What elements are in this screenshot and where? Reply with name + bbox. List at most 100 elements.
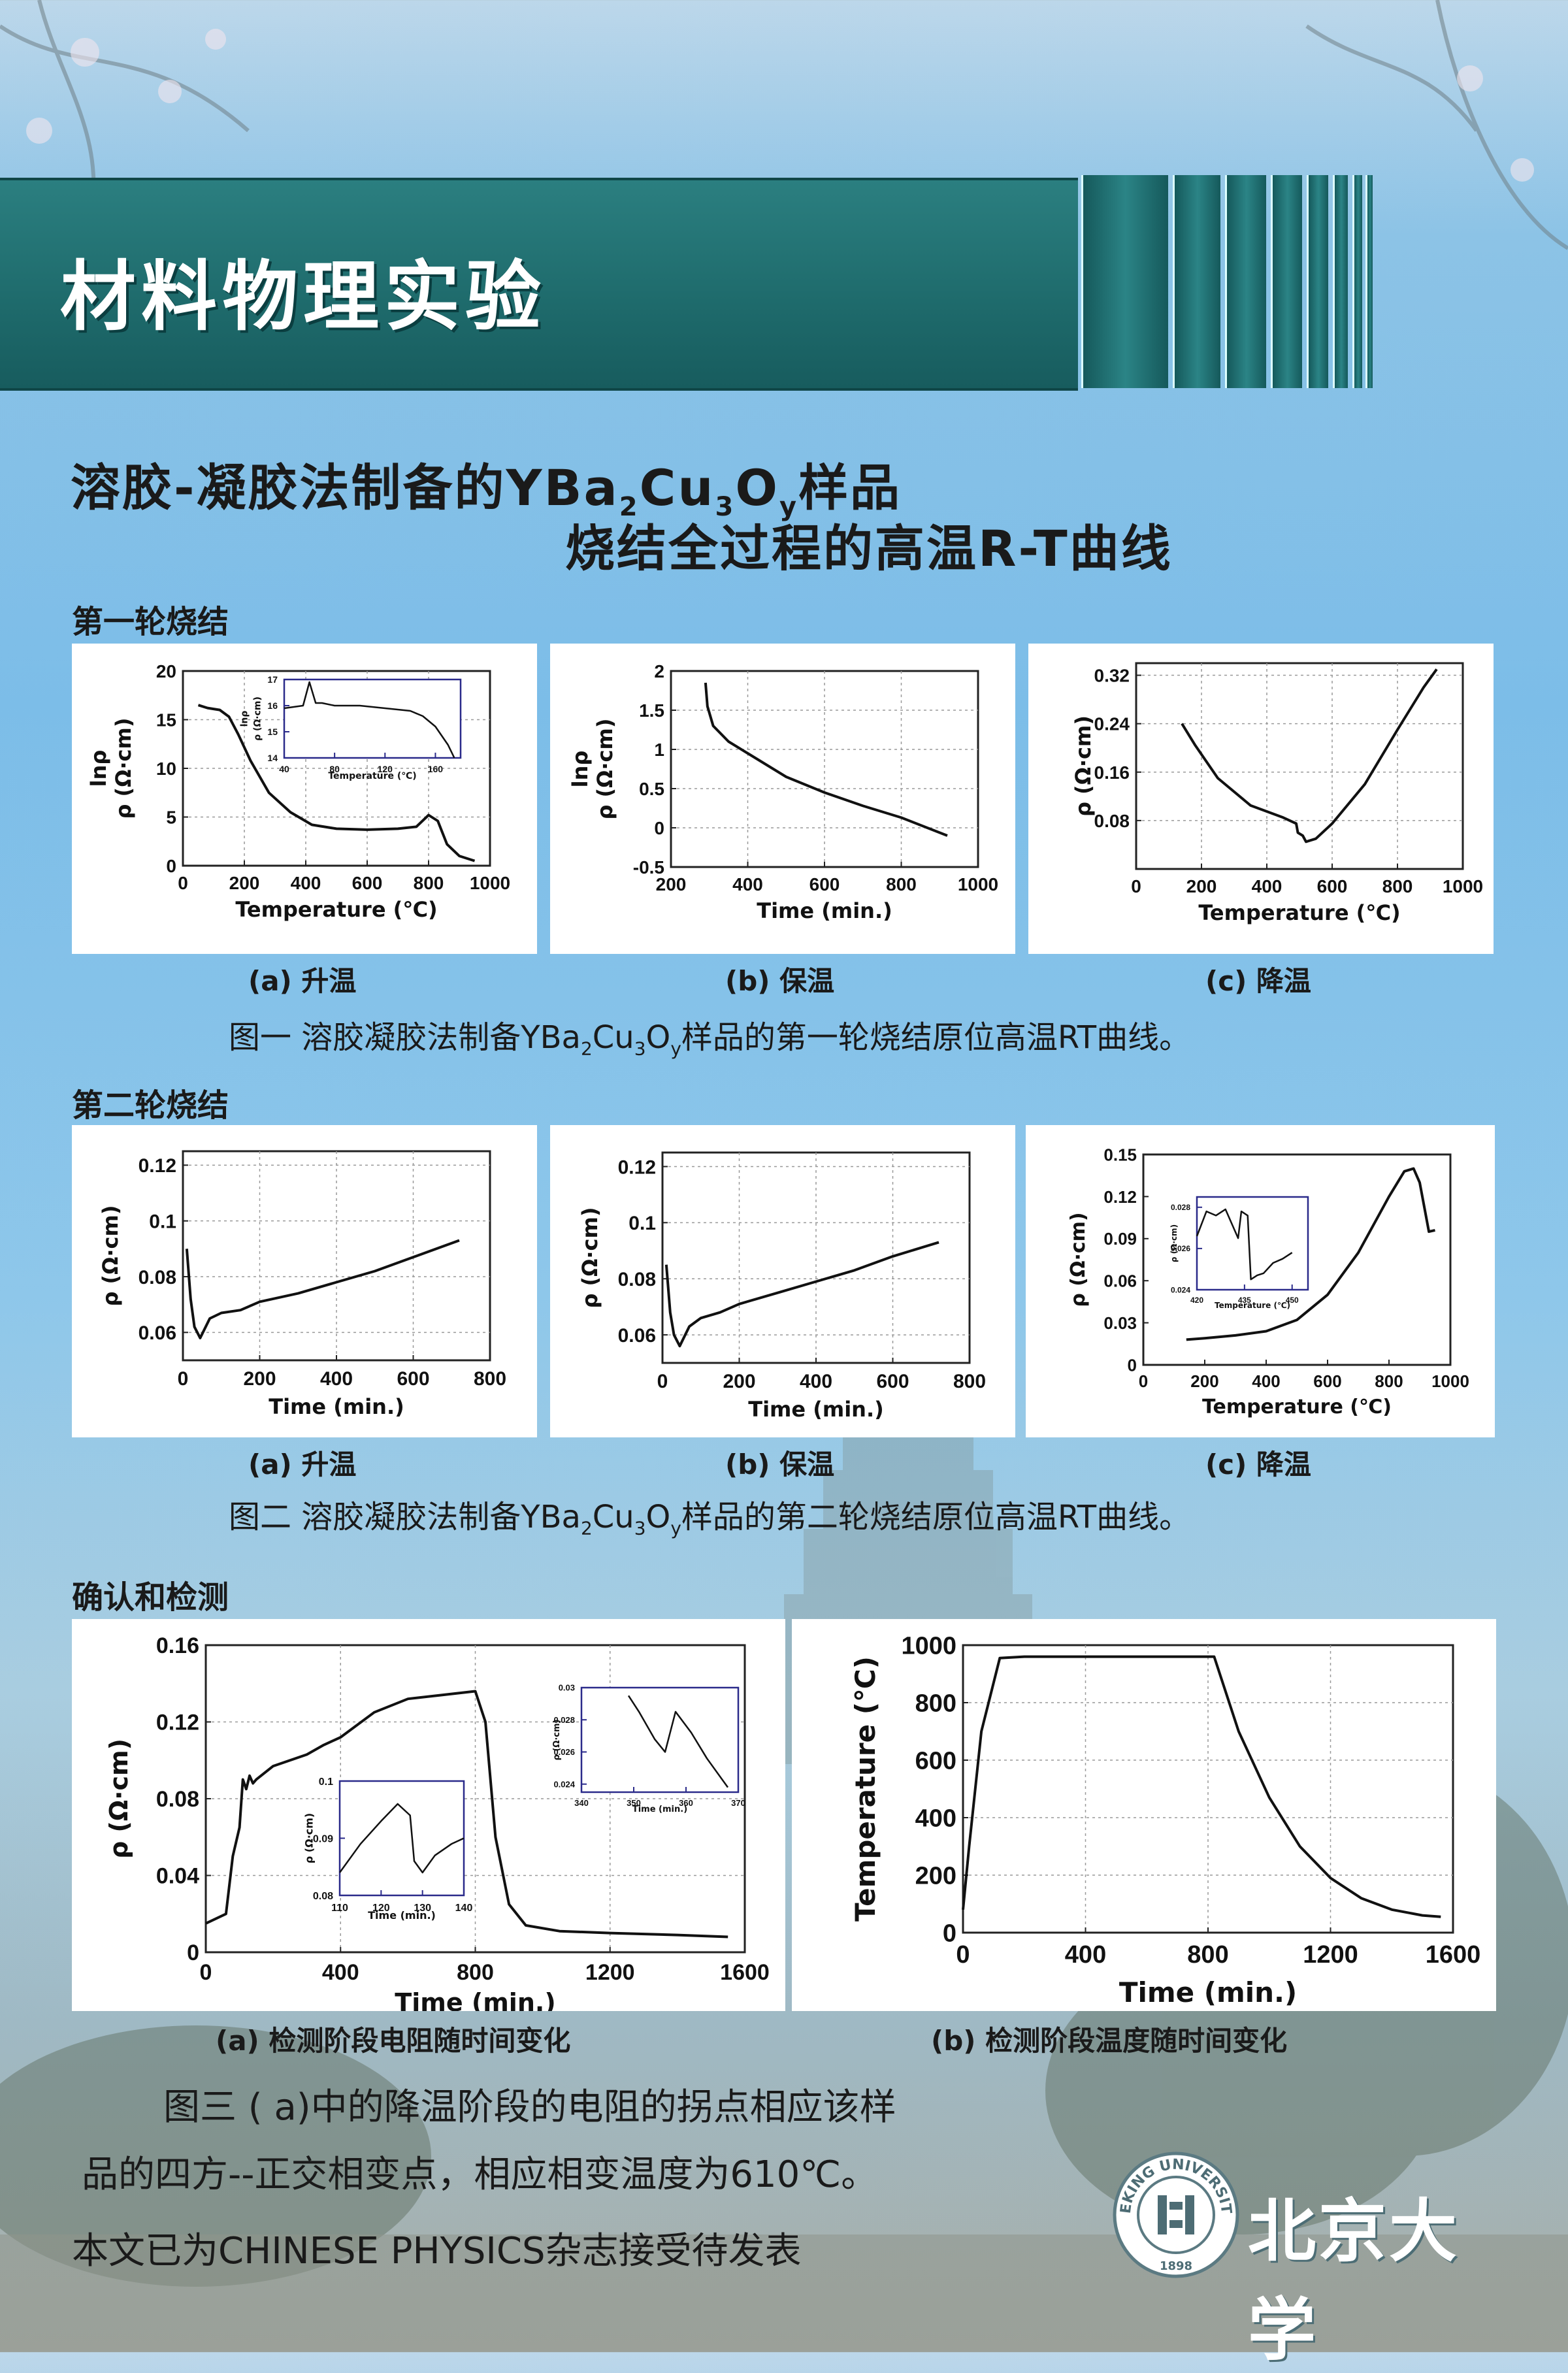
chart-panel-2c: 0 200 400 600 800 1000 0 0.03 0.06 0.09 0.12 0.15 Te… xyxy=(1026,1125,1495,1437)
x-tick-label: 1000 xyxy=(1443,876,1483,896)
figure2-caption: 图二 溶胶凝胶法制备YBa2Cu3Oy样品的第二轮烧结原位高温RT曲线。 xyxy=(229,1499,1191,1539)
x-tick-label: 0 xyxy=(1139,1371,1148,1391)
sublabel-1c: (c) 降温 xyxy=(1205,965,1311,997)
data-series-line xyxy=(1186,1167,1435,1341)
sublabel-2c: (c) 降温 xyxy=(1205,1448,1311,1481)
y-tick-label: 1000 xyxy=(901,1633,956,1660)
seal-year: 1898 xyxy=(1160,2259,1192,2273)
x-tick-label: 200 xyxy=(1186,876,1217,896)
inset-x-axis-label: Temperature (℃) xyxy=(328,771,416,781)
x-tick-label: 0 xyxy=(956,1941,970,1969)
y-tick-label: 0.08 xyxy=(618,1269,656,1290)
y-tick-label: 0 xyxy=(943,1920,956,1948)
data-series-line xyxy=(704,682,948,837)
inset-x-tick-label: 80 xyxy=(329,764,340,774)
main-title-line2: 烧结全过程的高温R-T曲线 xyxy=(565,519,1173,578)
header-band xyxy=(0,178,1078,391)
inset-plot-frame xyxy=(338,1780,465,1897)
y-axis-label: ρ (Ω·cm) xyxy=(578,1207,602,1309)
inset-y-tick-label: 16 xyxy=(267,700,278,711)
chart-1b: 200 400 600 800 1000 -0.5 0 0.5 1 1.5 2 Time (min.)… xyxy=(568,661,998,923)
x-tick-label: 200 xyxy=(243,1368,276,1390)
header-stripe xyxy=(1225,175,1266,388)
chart-panel-2b: 0 200 400 600 800 0.06 0.08 0.1 0.12 Time (min.) ρ… xyxy=(550,1125,1015,1437)
x-axis-label: Time (min.) xyxy=(1119,1976,1297,2008)
chart-panel-3a: 0 400 800 1200 1600 0 0.04 0.08 0.12 0.16 Time (mi… xyxy=(72,1619,785,2011)
x-tick-label: 400 xyxy=(291,873,321,893)
chart-2a: 0 200 400 600 800 0.06 0.08 0.1 0.12 Time (min.) ρ… xyxy=(98,1150,506,1419)
inset-y-tick-label: 0.026 xyxy=(553,1747,575,1757)
x-tick-label: 1600 xyxy=(1426,1941,1481,1969)
x-tick-label: 600 xyxy=(352,873,383,893)
inset-x-tick-label: 370 xyxy=(731,1798,745,1808)
inset-x-tick-label: 450 xyxy=(1286,1296,1299,1305)
section-heading-first: 第一轮烧结 xyxy=(72,604,229,640)
x-tick-label: 1200 xyxy=(1303,1941,1358,1969)
y-tick-label: -0.5 xyxy=(633,857,664,877)
y-tick-label: 0.1 xyxy=(149,1211,176,1232)
inset-x-tick-label: 340 xyxy=(574,1798,589,1808)
chart-1c: 0 200 400 600 800 1000 0.08 0.16 0.24 0.32 Tempera… xyxy=(1071,662,1483,925)
x-tick-label: 800 xyxy=(953,1371,986,1392)
x-tick-label: 0 xyxy=(657,1371,668,1392)
y-tick-label: 0.06 xyxy=(139,1322,176,1344)
header-stripe xyxy=(1307,175,1328,388)
inset-x-tick-label: 130 xyxy=(414,1903,431,1914)
inset-plot-frame xyxy=(580,1686,740,1793)
y-tick-label: 0 xyxy=(1128,1355,1137,1375)
inset-y-tick-label: 14 xyxy=(267,753,278,763)
y-tick-label: 0.04 xyxy=(156,1864,199,1889)
x-tick-label: 0 xyxy=(1131,876,1141,896)
y-tick-label: 0.16 xyxy=(156,1633,199,1658)
x-tick-label: 400 xyxy=(1252,1371,1280,1391)
y-tick-label: 0.16 xyxy=(1094,762,1130,783)
chart-2b: 0 200 400 600 800 0.06 0.08 0.1 0.12 Time (min.) ρ… xyxy=(578,1151,986,1422)
y-tick-label: 1 xyxy=(654,740,664,760)
x-tick-label: 1600 xyxy=(720,1960,770,1985)
header-stripe xyxy=(1271,175,1302,388)
plot-frame xyxy=(182,1150,491,1362)
inset-y-tick-label: 0.026 xyxy=(1171,1244,1190,1253)
y-axis-label: lnρ xyxy=(568,751,593,788)
x-tick-label: 400 xyxy=(1065,1941,1106,1969)
inset-x-tick-label: 110 xyxy=(331,1903,348,1914)
y-tick-label: 0 xyxy=(654,818,664,838)
inset-y-tick-label: 0.024 xyxy=(553,1779,575,1789)
x-tick-label: 800 xyxy=(414,873,444,893)
y-axis-label: Temperature (℃) xyxy=(849,1656,881,1922)
inset-x-tick-label: 360 xyxy=(679,1798,693,1808)
y-tick-label: 20 xyxy=(156,661,176,681)
section-heading-second: 第二轮烧结 xyxy=(72,1087,229,1124)
x-axis-label: Time (min.) xyxy=(757,898,892,923)
x-tick-label: 800 xyxy=(1187,1941,1228,1969)
y-tick-label: 0 xyxy=(187,1940,199,1965)
sublabel-1b: (b) 保温 xyxy=(725,965,835,997)
sublabel-1a: (a) 升温 xyxy=(248,965,357,997)
header-stripe xyxy=(1352,175,1362,388)
x-tick-label: 600 xyxy=(876,1371,909,1392)
y-tick-label: 0.06 xyxy=(1103,1271,1137,1291)
chart-3a: 0 400 800 1200 1600 0 0.04 0.08 0.12 0.16 Time (mi… xyxy=(105,1633,770,2011)
inset-y-axis-label: ρ (Ω·cm) xyxy=(1169,1224,1179,1262)
chart-panel-1a: 0 200 400 600 800 1000 0 5 10 15 20 Temperature (℃)… xyxy=(72,644,537,954)
chart-3b: 0 400 800 1200 1600 0 200 400 600 800 1000 Time (mi… xyxy=(849,1633,1481,2008)
section-heading-third: 确认和检测 xyxy=(72,1579,229,1616)
inset-x-tick-label: 40 xyxy=(279,764,289,774)
sublabel-3b: (b) 检测阶段温度随时间变化 xyxy=(931,2025,1288,2057)
sublabel-3a: (a) 检测阶段电阻随时间变化 xyxy=(216,2025,571,2057)
inset-y-tick-label: 0.08 xyxy=(313,1891,333,1902)
inset-y-tick-label: 0.028 xyxy=(1171,1203,1190,1212)
y-tick-label: 0 xyxy=(166,856,176,876)
chart-1a: 0 200 400 600 800 1000 0 5 10 15 20 Temperature (℃)… xyxy=(86,661,510,922)
figure1-caption: 图一 溶胶凝胶法制备YBa2Cu3Oy样品的第一轮烧结原位高温RT曲线。 xyxy=(229,1019,1191,1060)
y-tick-label: 0.1 xyxy=(629,1213,656,1234)
y-axis-label: ρ (Ω·cm) xyxy=(98,1205,123,1307)
y-tick-label: 0.03 xyxy=(1103,1313,1137,1333)
inset-data-series-line xyxy=(627,1695,729,1788)
x-tick-label: 800 xyxy=(1375,1371,1403,1391)
inset-y-tick-label: 0.03 xyxy=(559,1683,575,1693)
y-tick-label: 10 xyxy=(156,759,176,779)
x-axis-label: Temperature (℃) xyxy=(1202,1396,1392,1418)
y-tick-label: 0.5 xyxy=(639,779,664,799)
chart-panel-3b: 0 400 800 1200 1600 0 200 400 600 800 1000 Time (mi… xyxy=(792,1619,1496,2011)
